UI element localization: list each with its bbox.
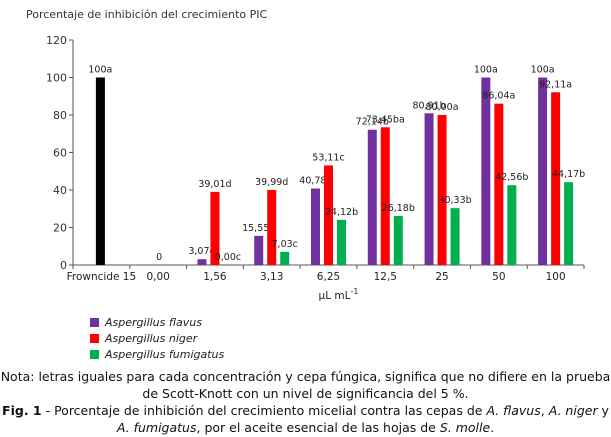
x-tick-label: 25: [435, 271, 448, 283]
x-tick-label: 100: [546, 271, 566, 283]
bar-flavus: [311, 188, 320, 265]
data-label-niger: 39,01d: [198, 179, 231, 190]
bar-niger: [380, 127, 390, 265]
bar-flavus: [367, 129, 377, 265]
figure-caption: Nota: letras iguales para cada concentra…: [0, 368, 611, 436]
bar-flavus: [197, 259, 207, 265]
data-label-fumigatus: 7,03c: [272, 239, 298, 250]
legend: Aspergillus flavus Aspergillus niger Asp…: [90, 314, 224, 362]
caption-sep-1: ,: [540, 403, 549, 418]
data-label-fumigatus: 42,56b: [495, 172, 528, 183]
data-label-flavus: 100a: [531, 65, 555, 76]
legend-item-flavus: Aspergillus flavus: [90, 314, 224, 330]
bar-fumigatus: [507, 185, 517, 265]
legend-swatch-flavus: [90, 317, 99, 327]
bar-fumigatus: [450, 208, 460, 265]
bar-control: [95, 77, 105, 265]
x-tick-label: 3,13: [260, 271, 283, 283]
data-label-fumigatus: 30,33b: [438, 195, 471, 206]
data-label-fumigatus: 44,17b: [552, 169, 585, 180]
data-label-flavus: 3,07d: [188, 246, 215, 257]
data-label-fumigatus: 26,18b: [382, 203, 415, 214]
data-label-fumigatus: 0,00c: [215, 252, 241, 263]
y-tick-label: 20: [53, 222, 67, 235]
data-label-niger: 80,00a: [426, 102, 459, 113]
bar-flavus: [254, 235, 264, 265]
x-tick-label: 6,25: [317, 271, 340, 283]
bar-fumigatus: [280, 251, 290, 265]
x-tick-label: 12,5: [374, 271, 397, 283]
bar-niger: [267, 190, 277, 265]
x-tick-label: Frowncide 15: [67, 271, 137, 283]
x-tick-label: 1,56: [203, 271, 227, 283]
bar-chart: 0 20 40 60 80 100 120 Frowncide 15 0,00 1,56 3,13 6…: [46, 34, 585, 302]
caption-sep-2: y: [597, 403, 609, 418]
caption-end: .: [490, 420, 495, 435]
data-label-fumigatus: 24,12b: [325, 207, 358, 218]
legend-item-fumigatus: Aspergillus fumigatus: [90, 346, 224, 362]
data-label-zero: 0: [156, 252, 162, 263]
legend-label-niger: Aspergillus niger: [105, 331, 198, 345]
data-label-flavus: 80,91b: [412, 100, 445, 111]
data-label-flavus: 15,55d: [242, 223, 275, 234]
x-tick-label: 0,00: [146, 271, 169, 283]
data-label-niger: 73,45ba: [366, 114, 405, 125]
y-tick-label: 120: [46, 34, 67, 47]
figure-label: Fig. 1: [2, 403, 42, 418]
bar-flavus: [424, 113, 434, 265]
bar-fumigatus: [337, 219, 346, 265]
legend-swatch-niger: [90, 333, 99, 343]
data-label-niger: 39,99d: [255, 177, 288, 188]
species-flavus: A. flavus: [486, 403, 541, 418]
data-label-flavus: 40,78c: [299, 176, 331, 187]
legend-label-flavus: Aspergillus flavus: [105, 315, 202, 329]
species-niger: A. niger: [548, 403, 598, 418]
y-axis-title: Porcentaje de inhibición del crecimiento…: [26, 8, 268, 21]
data-label-niger: 92,11a: [539, 79, 572, 90]
bar-niger: [437, 115, 447, 265]
bar-niger: [210, 191, 220, 265]
bar-niger: [494, 103, 504, 265]
bar-flavus: [481, 77, 491, 265]
caption-figure: Fig. 1 - Porcentaje de inhibición del cr…: [0, 402, 611, 436]
legend-label-fumigatus: Aspergillus fumigatus: [105, 347, 225, 361]
data-label-niger: 86,04a: [482, 91, 515, 102]
caption-note: Nota: letras iguales para cada concentra…: [0, 369, 611, 401]
bar-flavus: [538, 77, 548, 265]
y-tick-label: 100: [46, 72, 67, 85]
x-axis-title: µL mL-1: [319, 287, 359, 302]
y-tick-label: 0: [60, 259, 67, 272]
bar-niger: [324, 165, 333, 265]
data-label-niger: 53,11c: [312, 152, 344, 163]
data-label-flavus: 100a: [474, 65, 498, 76]
species-molle: S. molle: [439, 420, 491, 435]
caption-text-1: - Porcentaje de inhibición del crecimien…: [41, 403, 487, 418]
caption-text-2: , por el aceite esencial de las hojas de: [196, 420, 440, 435]
x-tick-label: 50: [492, 271, 505, 283]
y-tick-label: 40: [53, 184, 67, 197]
legend-item-niger: Aspergillus niger: [90, 330, 224, 346]
data-label-control: 100a: [88, 65, 112, 76]
species-fumigatus: A. fumigatus: [116, 420, 197, 435]
y-tick-label: 60: [53, 147, 67, 160]
y-tick-label: 80: [53, 109, 67, 122]
legend-swatch-fumigatus: [90, 349, 99, 359]
data-label-flavus: 72,14b: [356, 117, 389, 128]
bar-fumigatus: [564, 182, 574, 265]
bar-niger: [551, 92, 561, 265]
bar-fumigatus: [393, 215, 403, 265]
